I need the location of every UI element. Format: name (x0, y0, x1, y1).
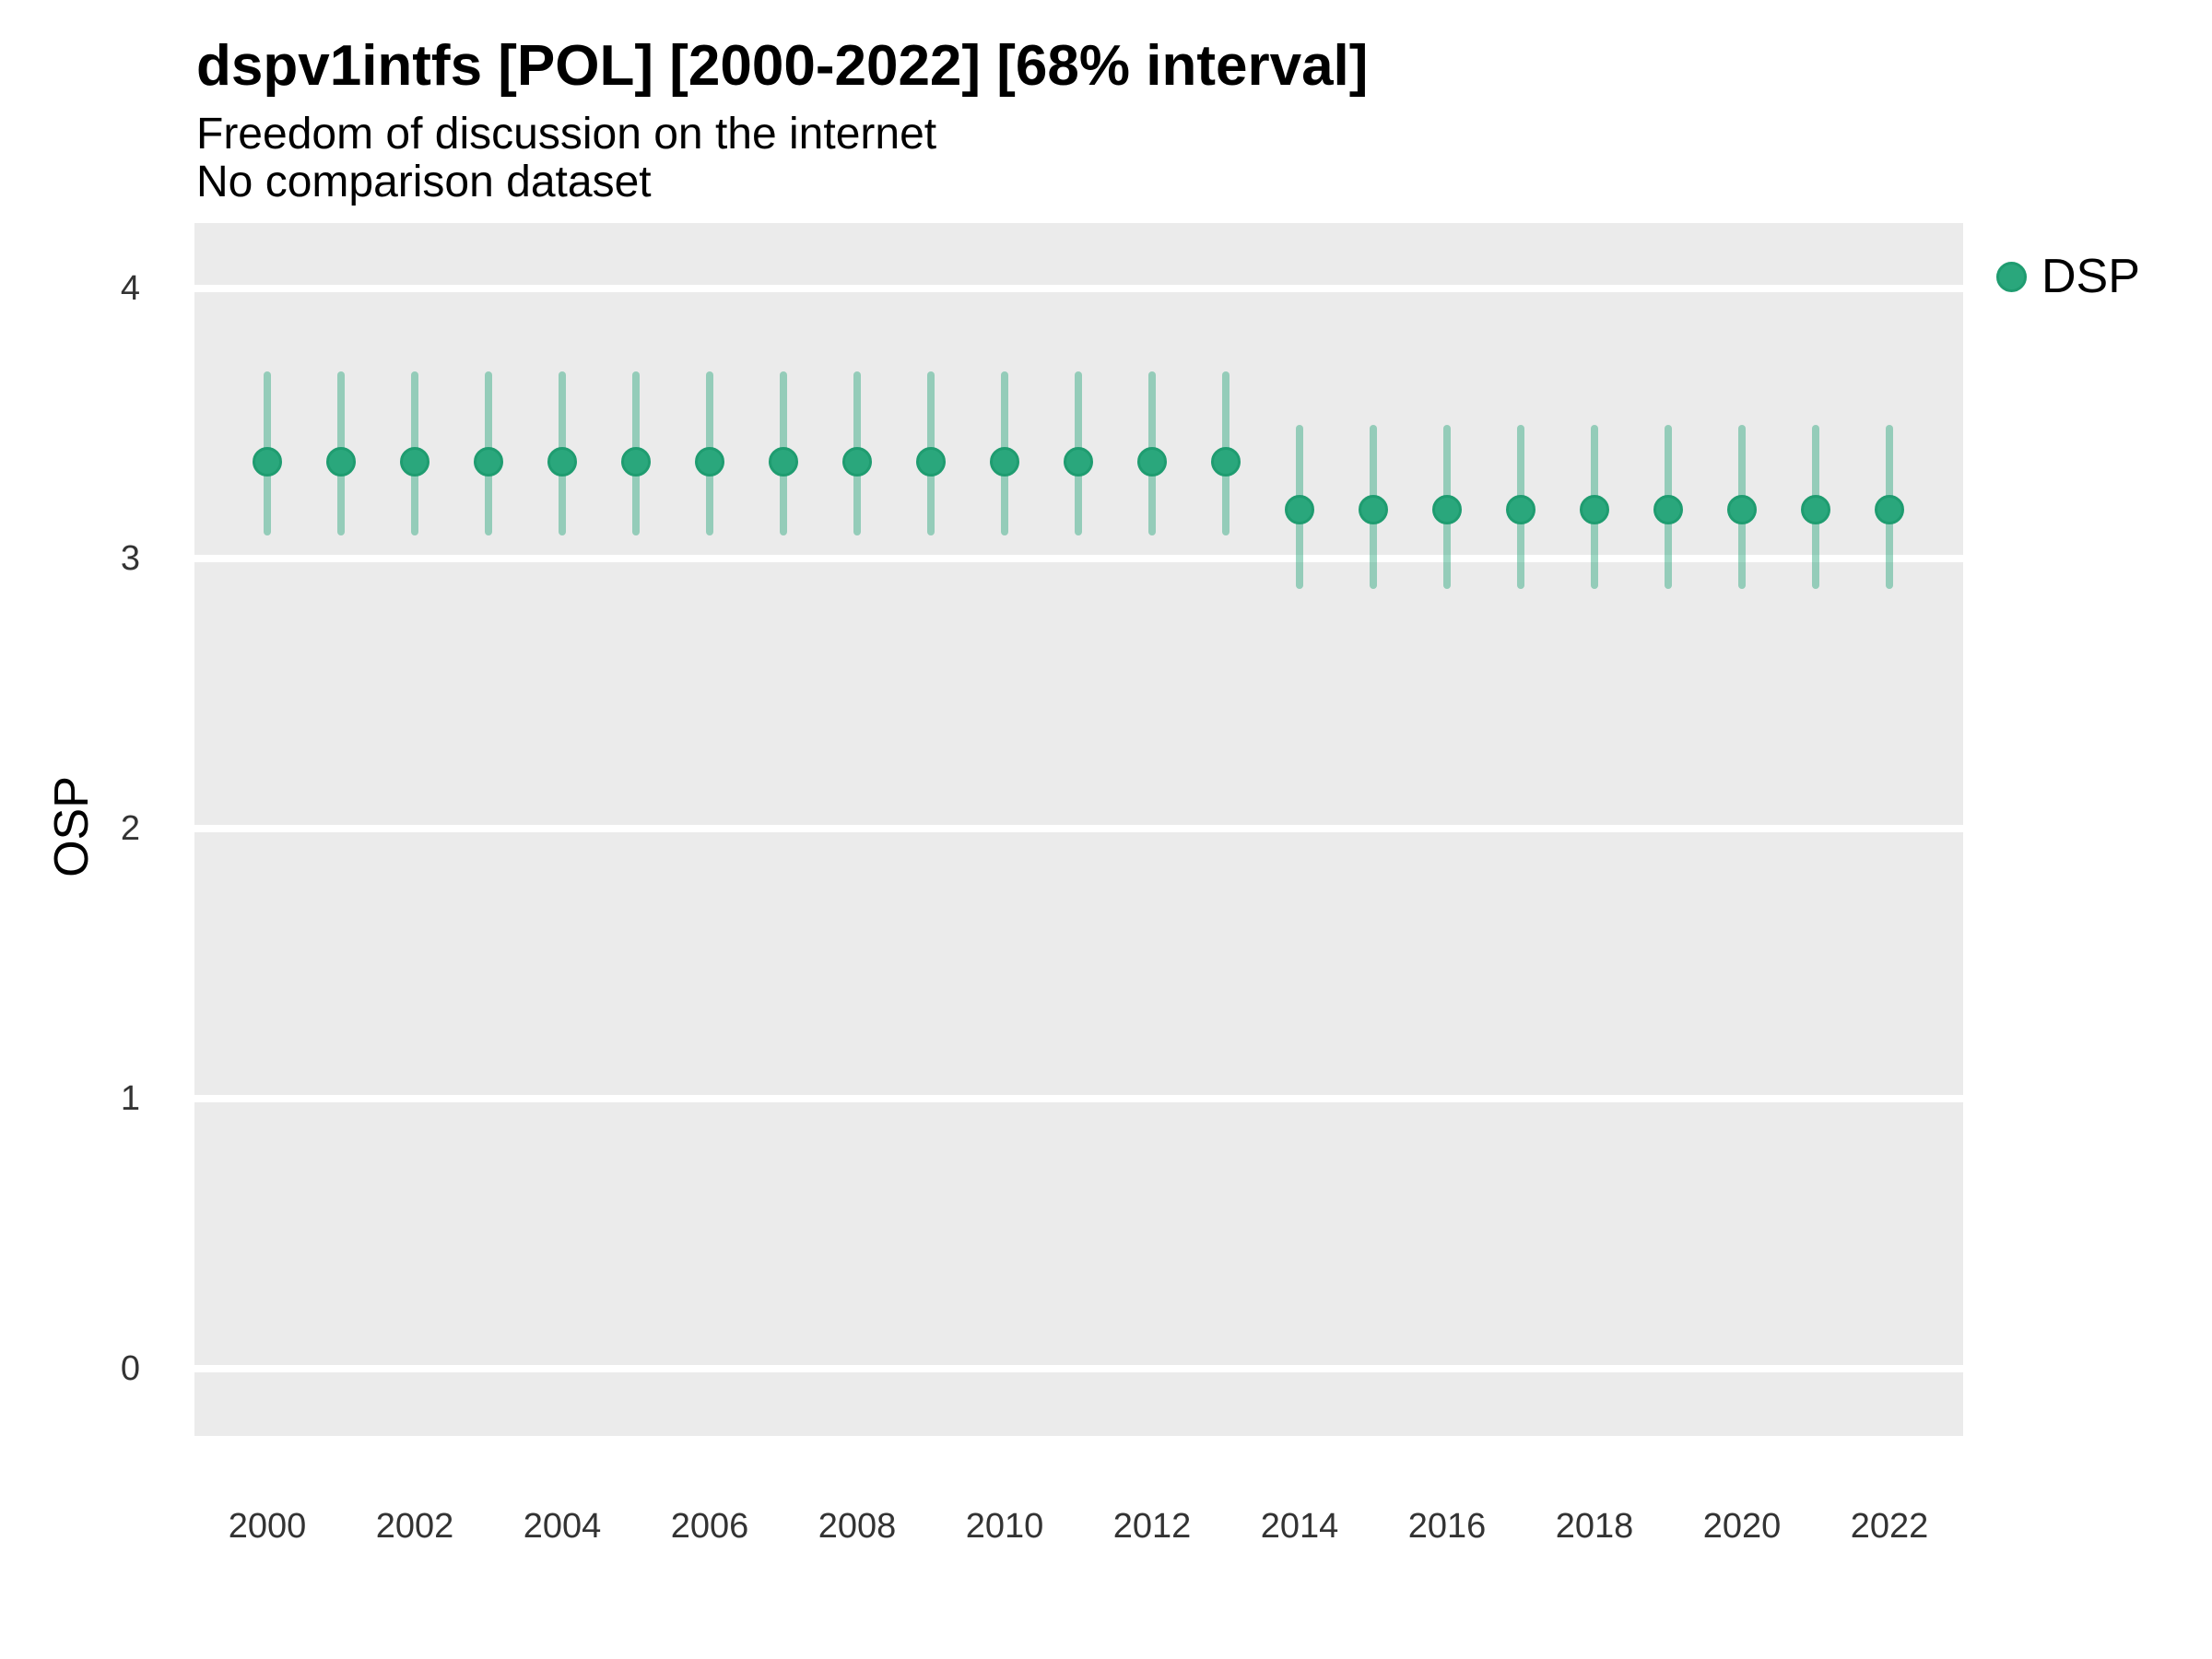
data-point-2007 (769, 446, 798, 477)
x-tick-label-2020: 2020 (1702, 1507, 1782, 1546)
x-tick-label-2004: 2004 (523, 1507, 602, 1546)
data-point-2016 (1432, 495, 1462, 525)
data-point-2013 (1211, 446, 1241, 477)
x-tick-label-2002: 2002 (375, 1507, 454, 1546)
data-point-2006 (695, 446, 724, 477)
data-point-2011 (1064, 446, 1093, 477)
gridline-y-4 (194, 285, 1963, 292)
legend-label: DSP (2041, 250, 2140, 303)
y-tick-label-2: 2 (120, 809, 140, 848)
data-point-2021 (1801, 495, 1830, 525)
data-point-2020 (1727, 495, 1757, 525)
data-point-2015 (1359, 495, 1388, 525)
x-tick-label-2022: 2022 (1850, 1507, 1929, 1546)
chart-subtitle: Freedom of discussion on the internet (196, 110, 937, 159)
data-point-2022 (1875, 495, 1904, 525)
data-point-2000 (253, 446, 282, 477)
data-point-2005 (621, 446, 651, 477)
gridline-y-0 (194, 1365, 1963, 1372)
x-tick-label-2018: 2018 (1555, 1507, 1634, 1546)
data-point-2018 (1580, 495, 1609, 525)
chart-note: No comparison dataset (196, 158, 652, 206)
x-tick-label-2008: 2008 (818, 1507, 897, 1546)
data-point-2014 (1285, 495, 1314, 525)
x-tick-label-2000: 2000 (228, 1507, 307, 1546)
chart-title: dspv1intfs [POL] [2000-2022] [68% interv… (196, 34, 1369, 98)
legend-point-icon (1996, 261, 2027, 292)
data-point-2002 (400, 446, 429, 477)
x-tick-label-2016: 2016 (1407, 1507, 1487, 1546)
gridline-y-2 (194, 825, 1963, 832)
data-point-2019 (1653, 495, 1683, 525)
legend: DSP (1996, 251, 2140, 302)
data-point-2010 (990, 446, 1019, 477)
y-tick-label-3: 3 (120, 539, 140, 578)
data-point-2004 (547, 446, 577, 477)
data-point-2017 (1506, 495, 1535, 525)
gridline-y-1 (194, 1095, 1963, 1102)
y-tick-label-0: 0 (120, 1349, 140, 1388)
y-tick-label-1: 1 (120, 1079, 140, 1118)
x-tick-label-2010: 2010 (965, 1507, 1044, 1546)
y-tick-label-4: 4 (120, 269, 140, 308)
data-point-2003 (474, 446, 503, 477)
x-tick-label-2014: 2014 (1260, 1507, 1339, 1546)
plot-panel (194, 223, 1963, 1436)
data-point-2001 (326, 446, 356, 477)
data-point-2012 (1137, 446, 1167, 477)
data-point-2009 (916, 446, 946, 477)
x-tick-label-2006: 2006 (670, 1507, 749, 1546)
gridline-y-3 (194, 555, 1963, 562)
x-tick-label-2012: 2012 (1112, 1507, 1192, 1546)
data-point-2008 (842, 446, 872, 477)
